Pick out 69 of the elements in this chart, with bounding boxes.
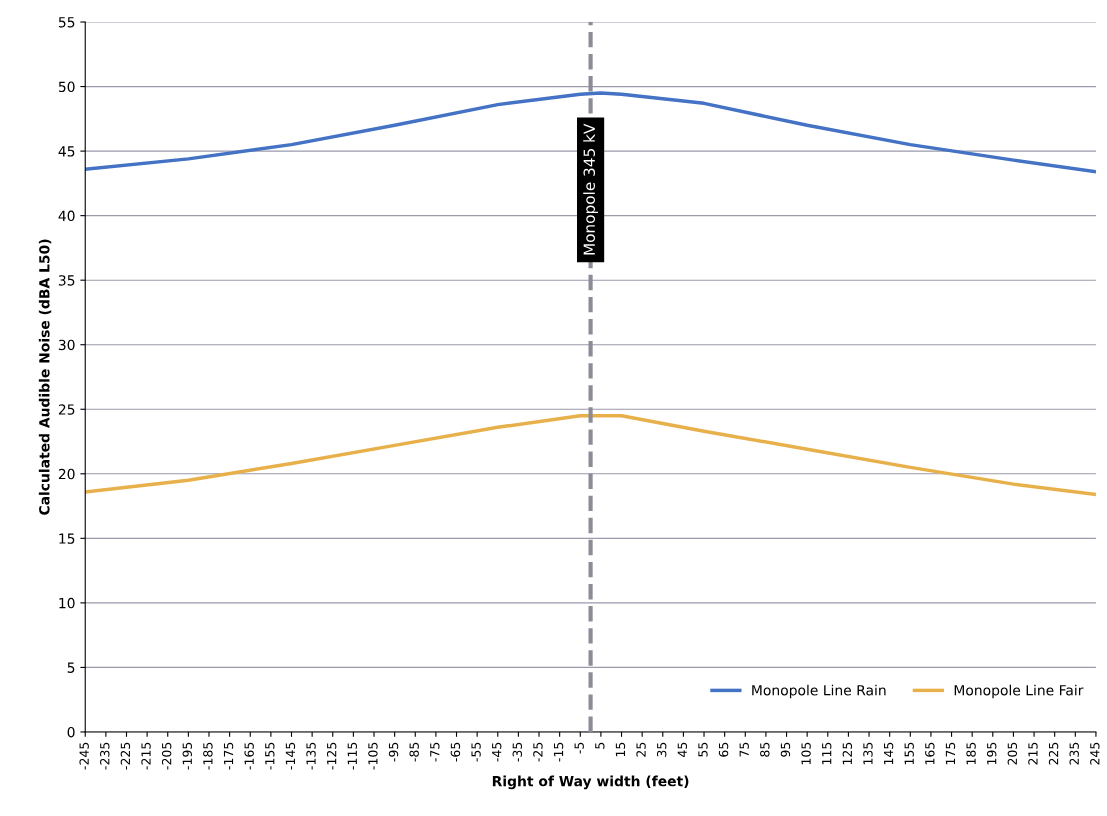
y-tick-label: 25 [58, 404, 75, 415]
y-tick-label: 35 [58, 275, 75, 286]
x-tick-label: 145 [884, 742, 894, 765]
y-tick-label: 20 [58, 468, 75, 480]
x-tick-label: 45 [677, 742, 688, 757]
x-tick-label: 15 [615, 742, 626, 757]
x-tick-label: -15 [553, 742, 564, 762]
x-tick-label: 225 [1048, 742, 1059, 765]
x-tick-label: 245 [1090, 742, 1100, 765]
legend-label: Monopole Line Rain [752, 684, 886, 699]
x-tick-label: -225 [120, 742, 131, 770]
y-tick-label: 30 [58, 339, 75, 351]
line-series [85, 413, 1096, 497]
x-tick-label: -215 [141, 742, 151, 770]
x-tick-label: 205 [1007, 742, 1018, 765]
x-tick-label: 135 [863, 742, 873, 765]
x-tick-label: -85 [409, 742, 419, 762]
x-tick-label: -145 [285, 742, 296, 770]
x-tick-label: -165 [244, 742, 254, 770]
x-tick-label: 85 [760, 742, 770, 757]
x-tick-label: -205 [161, 742, 172, 770]
x-tick-label: 155 [904, 742, 914, 765]
x-tick-label: 65 [718, 742, 729, 757]
x-tick-label: -35 [512, 742, 523, 762]
x-tick-label: -105 [368, 742, 378, 770]
y-tick-label: 55 [58, 17, 75, 28]
x-tick-label: 165 [925, 742, 935, 765]
x-tick-label: 215 [1028, 742, 1038, 765]
line-series [85, 91, 1096, 174]
x-tick-label: -185 [203, 742, 213, 770]
x-tick-label: 35 [656, 742, 667, 757]
y-tick-label: 0 [67, 726, 75, 738]
y-tick-label: 40 [58, 210, 75, 222]
x-tick-label: 55 [698, 742, 708, 757]
x-tick-label: 125 [842, 742, 853, 765]
y-tick-label: 15 [59, 533, 75, 544]
y-tick-label: 45 [58, 146, 75, 157]
x-tick-label: -125 [326, 742, 337, 770]
x-tick-label: -5 [574, 742, 584, 754]
x-tick-label: -25 [533, 742, 543, 762]
y-axis-title: Calculated Audible Noise (dBA L50) [38, 239, 52, 515]
x-tick-label: 175 [945, 742, 956, 765]
x-tick-label: 235 [1069, 742, 1079, 765]
x-tick-label: 5 [595, 742, 605, 749]
ref-line-label: Monopole 345 kV [583, 123, 598, 255]
x-axis-title: Right of Way width (feet) [492, 775, 689, 790]
y-tick-label: 5 [67, 662, 75, 673]
x-tick-label: -195 [182, 742, 192, 770]
x-tick-label: 75 [739, 742, 749, 757]
x-tick-label: 195 [986, 742, 997, 765]
x-tick-label: -245 [79, 742, 89, 770]
x-tick-label: -55 [471, 742, 481, 762]
x-tick-label: -75 [430, 742, 440, 762]
x-tick-label: -115 [347, 742, 358, 770]
x-tick-label: -235 [100, 742, 110, 770]
x-tick-label: 185 [966, 742, 976, 765]
x-tick-label: 25 [636, 742, 646, 757]
x-tick-label: -135 [306, 742, 316, 770]
x-tick-label: 95 [780, 742, 791, 757]
x-tick-label: -65 [450, 742, 461, 762]
y-tick-label: 10 [59, 597, 75, 609]
legend-label: Monopole Line Fair [954, 684, 1084, 699]
y-tick-label: 50 [58, 81, 75, 93]
x-tick-label: -155 [265, 742, 275, 770]
x-tick-label: -175 [223, 742, 234, 770]
x-tick-label: 115 [822, 742, 832, 765]
x-tick-label: -45 [492, 742, 502, 762]
x-tick-label: -95 [388, 742, 399, 762]
x-tick-label: 105 [801, 742, 811, 765]
